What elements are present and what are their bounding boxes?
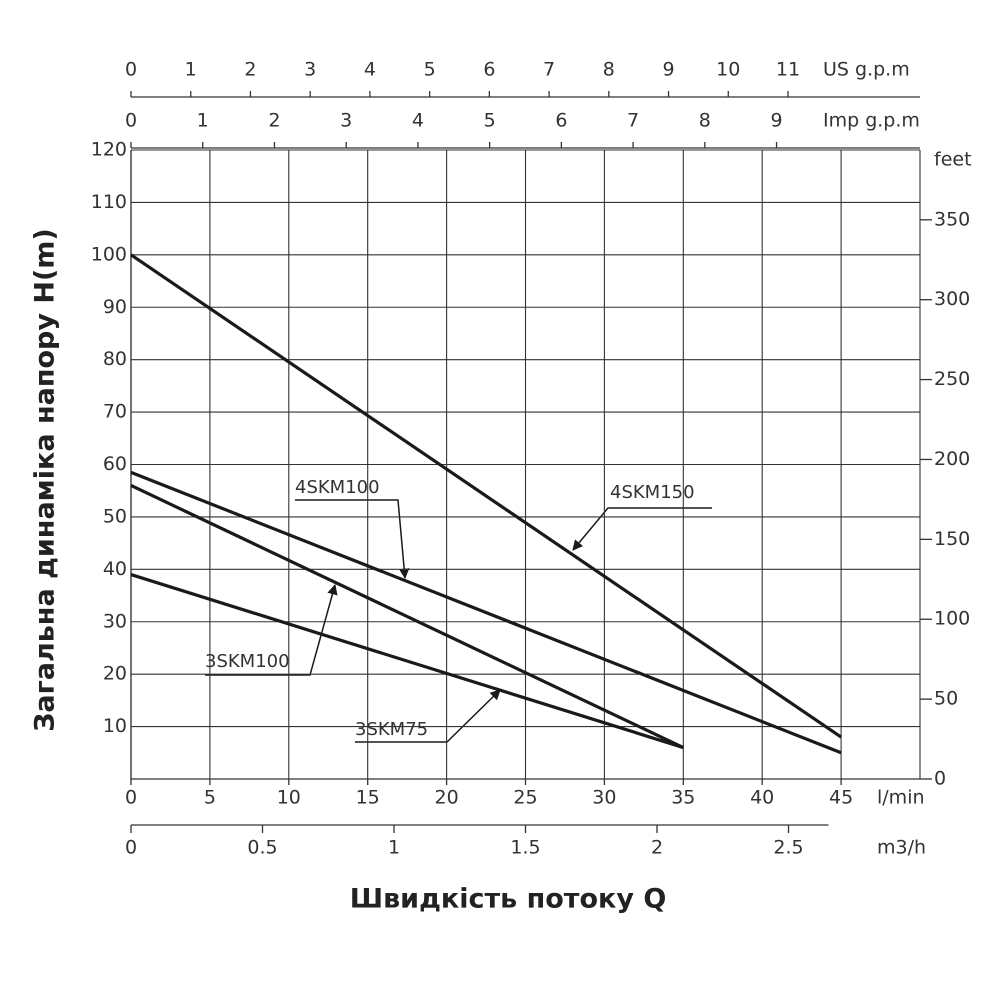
secondary-tick-label: 4 (412, 110, 424, 132)
x-axis-title: Швидкість потоку Q (350, 884, 667, 915)
secondary-tick-label: 3 (304, 59, 316, 81)
y-tick-label: 90 (103, 296, 127, 318)
secondary-tick-label: 1.5 (510, 837, 540, 859)
series-line (130, 470, 842, 755)
y-tick-label: 10 (103, 715, 127, 737)
secondary-tick-label: 0.5 (247, 837, 277, 859)
y-axis-title: Загальна динаміка напору H(m) (30, 228, 61, 732)
series-line (130, 484, 684, 749)
series-label: 4SKM150 (610, 482, 695, 503)
secondary-tick-label: 1 (388, 837, 400, 859)
secondary-tick-label: 8 (603, 59, 615, 81)
secondary-tick-label: 11 (776, 59, 800, 81)
secondary-tick-label: 10 (716, 59, 740, 81)
y2-tick-label: 200 (934, 448, 970, 470)
y2-unit: feet (934, 149, 972, 171)
secondary-tick-label: 9 (770, 110, 782, 132)
y2-tick-label: 300 (934, 288, 970, 310)
secondary-tick-label: 3 (340, 110, 352, 132)
secondary-tick-label: 5 (484, 110, 496, 132)
x-unit: l/min (877, 787, 925, 809)
y-tick-label: 30 (103, 610, 127, 632)
series-line (130, 573, 684, 750)
y-tick-label: 100 (91, 243, 127, 265)
x-tick-label: 15 (356, 787, 380, 809)
y2-tick-label: 150 (934, 528, 970, 550)
secondary-unit: US g.p.m (823, 59, 910, 81)
secondary-tick-label: 1 (197, 110, 209, 132)
x-tick-label: 35 (671, 787, 695, 809)
secondary-tick-label: 0 (125, 110, 137, 132)
y2-tick-label: 100 (934, 608, 970, 630)
x-tick-label: 40 (750, 787, 774, 809)
y-tick-label: 60 (103, 453, 127, 475)
x-tick-label: 30 (592, 787, 616, 809)
secondary-tick-label: 0 (125, 59, 137, 81)
secondary-tick-label: 2.5 (773, 837, 803, 859)
x-tick-label: 10 (277, 787, 301, 809)
secondary-tick-label: 0 (125, 837, 137, 859)
y-tick-label: 120 (91, 139, 127, 161)
x-tick-label: 45 (829, 787, 853, 809)
y2-tick-label: 50 (934, 688, 958, 710)
secondary-tick-label: 2 (244, 59, 256, 81)
secondary-tick-label: 6 (555, 110, 567, 132)
secondary-tick-label: 7 (627, 110, 639, 132)
secondary-tick-label: 8 (699, 110, 711, 132)
secondary-tick-label: 6 (483, 59, 495, 81)
x-tick-label: 5 (204, 787, 216, 809)
series-line (130, 253, 842, 739)
x-tick-label: 25 (513, 787, 537, 809)
secondary-tick-label: 2 (651, 837, 663, 859)
series-label: 3SKM100 (205, 651, 290, 672)
secondary-unit: m3/h (877, 837, 926, 859)
y-tick-label: 80 (103, 348, 127, 370)
y-tick-label: 110 (91, 191, 127, 213)
secondary-tick-label: 1 (185, 59, 197, 81)
secondary-tick-label: 4 (364, 59, 376, 81)
series-label: 4SKM100 (295, 477, 380, 498)
secondary-unit: Imp g.p.m (823, 110, 920, 132)
secondary-tick-label: 5 (424, 59, 436, 81)
secondary-tick-label: 2 (268, 110, 280, 132)
y-tick-label: 70 (103, 401, 127, 423)
series-label: 3SKM75 (355, 719, 428, 740)
secondary-tick-label: 9 (663, 59, 675, 81)
y-tick-label: 50 (103, 505, 127, 527)
y-tick-label: 20 (103, 663, 127, 685)
secondary-tick-label: 7 (543, 59, 555, 81)
x-tick-label: 20 (435, 787, 459, 809)
y2-tick-label: 350 (934, 208, 970, 230)
y2-tick-label: 250 (934, 368, 970, 390)
x-tick-label: 0 (125, 787, 137, 809)
y-tick-label: 40 (103, 558, 127, 580)
y2-tick-label: 0 (934, 768, 946, 790)
